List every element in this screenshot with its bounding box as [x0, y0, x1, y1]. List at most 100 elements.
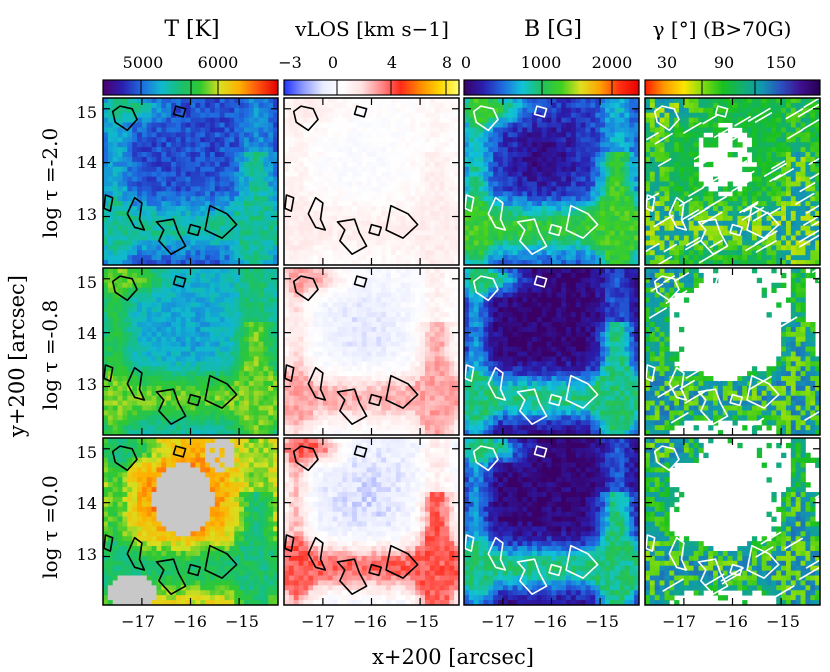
heatmap-cell	[498, 260, 504, 265]
heatmap-cell	[386, 102, 392, 109]
heatmap-cell	[190, 240, 196, 246]
heatmap-cell	[679, 132, 685, 138]
heatmap-cell	[551, 240, 557, 246]
heatmap-cell	[532, 117, 538, 123]
heatmap-cell	[239, 240, 245, 246]
heatmap-cell	[439, 215, 445, 222]
heatmap-cell	[381, 230, 387, 236]
heatmap-cell	[669, 260, 675, 265]
heatmap-cell	[318, 98, 324, 104]
heatmap-cell	[209, 137, 216, 143]
field-line-streak	[657, 158, 672, 167]
heatmap-cell	[595, 161, 601, 168]
heatmap-cell	[580, 117, 586, 123]
heatmap-cell	[619, 142, 625, 148]
heatmap-cell	[137, 122, 143, 128]
heatmap-cell	[298, 250, 304, 256]
heatmap-cell	[634, 186, 639, 192]
heatmap-cell	[171, 176, 177, 182]
heatmap-cell	[356, 137, 363, 143]
heatmap-cell	[580, 260, 586, 265]
heatmap-cell	[790, 137, 797, 143]
heatmap-cell	[161, 260, 167, 265]
heatmap-cell	[790, 127, 797, 133]
heatmap-cell	[356, 176, 363, 182]
heatmap-cell	[214, 201, 221, 207]
heatmap-cell	[371, 255, 377, 261]
heatmap-cell	[224, 235, 230, 241]
heatmap-cell	[342, 250, 348, 256]
heatmap-cell	[103, 201, 109, 207]
heatmap-cell	[195, 107, 201, 114]
heatmap-cell	[219, 98, 225, 104]
heatmap-cell	[737, 142, 743, 148]
heatmap-cell	[229, 186, 235, 192]
heatmap-cell	[439, 255, 445, 261]
heatmap-cell	[654, 152, 660, 158]
heatmap-cell	[243, 191, 250, 197]
heatmap-cell	[556, 127, 562, 133]
heatmap-cell	[415, 98, 421, 104]
heatmap-cell	[566, 166, 572, 173]
heatmap-cell	[654, 245, 660, 251]
heatmap-cell	[132, 117, 138, 123]
heatmap-cell	[790, 107, 797, 114]
heatmap-cell	[493, 122, 499, 128]
contour-line	[668, 196, 688, 231]
heatmap-cell	[342, 245, 348, 251]
heatmap-cell	[410, 245, 416, 251]
heatmap-cell	[674, 107, 680, 114]
heatmap-cell	[303, 161, 309, 168]
heatmap-cell	[747, 201, 753, 207]
heatmap-cell	[570, 260, 577, 265]
heatmap-cell	[585, 98, 591, 104]
heatmap-cell	[478, 142, 484, 148]
heatmap-cell	[561, 260, 567, 265]
heatmap-cell	[390, 210, 397, 217]
heatmap-cell	[410, 250, 416, 256]
heatmap-cell	[190, 122, 196, 128]
heatmap-cell	[585, 176, 591, 182]
heatmap-cell	[229, 235, 235, 241]
heatmap-cell	[185, 117, 191, 123]
heatmap-cell	[619, 191, 625, 197]
heatmap-cell	[766, 127, 772, 133]
heatmap-cell	[318, 132, 324, 138]
heatmap-cell	[253, 250, 259, 256]
heatmap-cell	[683, 122, 690, 128]
heatmap-cell	[107, 235, 114, 241]
heatmap-cell	[234, 98, 240, 104]
heatmap-cell	[180, 132, 187, 138]
heatmap-cell	[708, 142, 714, 148]
heatmap-cell	[337, 230, 343, 236]
heatmap-cell	[815, 98, 820, 104]
heatmap-cell	[156, 152, 162, 158]
field-line-streak	[709, 239, 723, 249]
heatmap-cell	[634, 240, 639, 246]
heatmap-cell	[224, 268, 230, 274]
heatmap-cell	[185, 201, 191, 207]
heatmap-cell	[595, 166, 601, 173]
heatmap-cell	[664, 245, 670, 251]
heatmap-cell	[107, 98, 114, 104]
heatmap-cell	[795, 196, 801, 202]
heatmap-cell	[268, 112, 274, 119]
heatmap-cell	[303, 181, 309, 187]
heatmap-cell	[273, 132, 278, 138]
heatmap-cell	[239, 98, 245, 104]
heatmap-cell	[429, 127, 436, 133]
heatmap-cell	[810, 255, 816, 261]
heatmap-cell	[541, 181, 548, 187]
heatmap-cell	[352, 102, 358, 109]
heatmap-cell	[551, 176, 557, 182]
heatmap-cell	[498, 102, 504, 109]
heatmap-cell	[664, 250, 670, 256]
heatmap-cell	[580, 171, 586, 177]
heatmap-cell	[361, 156, 368, 163]
heatmap-cell	[284, 191, 290, 197]
heatmap-cell	[522, 220, 528, 227]
heatmap-cell	[522, 201, 528, 207]
heatmap-cell	[649, 98, 656, 104]
heatmap-cell	[713, 127, 719, 133]
heatmap-cell	[674, 235, 680, 241]
